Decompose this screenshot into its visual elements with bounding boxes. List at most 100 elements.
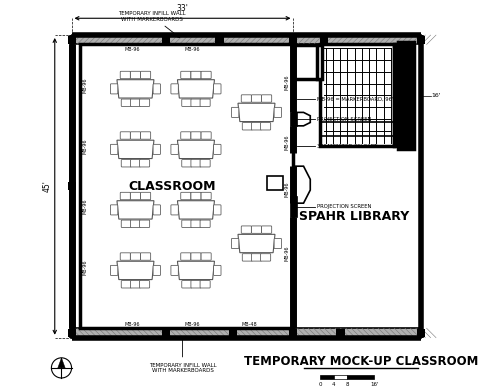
- Bar: [334, 375, 347, 378]
- Polygon shape: [177, 80, 214, 98]
- Text: MB-96: MB-96: [185, 322, 201, 327]
- Text: TEMPORARY MOCK-UP CLASSROOM: TEMPORARY MOCK-UP CLASSROOM: [243, 355, 478, 368]
- Bar: [321, 44, 394, 146]
- FancyBboxPatch shape: [200, 280, 210, 288]
- Polygon shape: [177, 140, 214, 159]
- FancyBboxPatch shape: [200, 159, 210, 167]
- FancyBboxPatch shape: [261, 254, 271, 261]
- FancyBboxPatch shape: [131, 159, 141, 167]
- FancyBboxPatch shape: [214, 265, 221, 275]
- FancyBboxPatch shape: [140, 220, 150, 228]
- FancyBboxPatch shape: [274, 238, 282, 249]
- Text: MB-96: MB-96: [284, 135, 289, 151]
- FancyBboxPatch shape: [191, 280, 201, 288]
- Text: PROJECTION SCREEN: PROJECTION SCREEN: [317, 117, 371, 122]
- FancyBboxPatch shape: [121, 280, 132, 288]
- FancyBboxPatch shape: [171, 144, 178, 154]
- FancyBboxPatch shape: [171, 265, 178, 275]
- Bar: [80, 44, 293, 328]
- Bar: [289, 36, 297, 44]
- Bar: [417, 36, 425, 44]
- FancyBboxPatch shape: [200, 220, 210, 228]
- Text: TEMPORARY INFILL WALL
WITH MARKERBOARDS: TEMPORARY INFILL WALL WITH MARKERBOARDS: [149, 336, 216, 373]
- Bar: [321, 375, 334, 378]
- FancyBboxPatch shape: [251, 95, 262, 102]
- Text: PROJECTION SCREEN: PROJECTION SCREEN: [317, 204, 371, 209]
- FancyBboxPatch shape: [191, 220, 201, 228]
- Bar: [229, 329, 237, 337]
- FancyBboxPatch shape: [153, 84, 160, 94]
- Polygon shape: [238, 103, 275, 122]
- Text: TEMPORARY INFILL WALL
WITH MARKERBOARDS: TEMPORARY INFILL WALL WITH MARKERBOARDS: [118, 11, 186, 37]
- Bar: [162, 36, 170, 44]
- FancyBboxPatch shape: [214, 84, 221, 94]
- FancyBboxPatch shape: [153, 144, 160, 154]
- FancyBboxPatch shape: [191, 71, 201, 79]
- FancyBboxPatch shape: [262, 95, 272, 102]
- Bar: [215, 36, 224, 44]
- Text: 33': 33': [176, 4, 188, 13]
- FancyBboxPatch shape: [120, 253, 131, 260]
- Text: 16': 16': [431, 93, 441, 98]
- Text: MB-96: MB-96: [284, 74, 289, 90]
- Bar: [68, 329, 76, 337]
- Polygon shape: [177, 261, 214, 280]
- FancyBboxPatch shape: [120, 71, 131, 79]
- FancyBboxPatch shape: [231, 107, 239, 117]
- Text: MB-96: MB-96: [284, 182, 289, 198]
- Bar: [68, 182, 76, 190]
- FancyBboxPatch shape: [274, 107, 282, 117]
- FancyBboxPatch shape: [214, 205, 221, 215]
- Bar: [320, 36, 328, 44]
- FancyBboxPatch shape: [131, 220, 141, 228]
- FancyBboxPatch shape: [181, 253, 191, 260]
- Polygon shape: [117, 80, 154, 98]
- FancyBboxPatch shape: [201, 132, 211, 139]
- Text: SPAHR LIBRARY: SPAHR LIBRARY: [299, 210, 409, 223]
- FancyBboxPatch shape: [110, 144, 118, 154]
- Polygon shape: [177, 201, 214, 219]
- FancyBboxPatch shape: [153, 265, 160, 275]
- Text: MB-96: MB-96: [124, 47, 140, 53]
- FancyBboxPatch shape: [121, 159, 132, 167]
- Bar: [267, 176, 283, 190]
- Polygon shape: [117, 201, 154, 219]
- FancyBboxPatch shape: [131, 253, 141, 260]
- Text: MB-96: MB-96: [83, 259, 88, 275]
- FancyBboxPatch shape: [131, 132, 141, 139]
- FancyBboxPatch shape: [262, 226, 272, 233]
- FancyBboxPatch shape: [251, 254, 262, 261]
- FancyBboxPatch shape: [181, 132, 191, 139]
- Bar: [347, 375, 374, 378]
- FancyBboxPatch shape: [121, 99, 132, 107]
- FancyBboxPatch shape: [181, 71, 191, 79]
- FancyBboxPatch shape: [182, 220, 192, 228]
- Bar: [337, 329, 345, 337]
- FancyBboxPatch shape: [181, 192, 191, 200]
- FancyBboxPatch shape: [200, 99, 210, 107]
- FancyBboxPatch shape: [121, 220, 132, 228]
- FancyBboxPatch shape: [182, 99, 192, 107]
- FancyBboxPatch shape: [120, 192, 131, 200]
- Polygon shape: [58, 358, 65, 368]
- Text: MB-96: MB-96: [284, 246, 289, 261]
- Polygon shape: [117, 261, 154, 280]
- FancyBboxPatch shape: [110, 265, 118, 275]
- FancyBboxPatch shape: [140, 159, 150, 167]
- FancyBboxPatch shape: [131, 99, 141, 107]
- Text: 16': 16': [370, 382, 379, 387]
- FancyBboxPatch shape: [241, 226, 251, 233]
- Bar: [394, 44, 411, 146]
- Polygon shape: [117, 140, 154, 159]
- FancyBboxPatch shape: [251, 226, 262, 233]
- FancyBboxPatch shape: [201, 192, 211, 200]
- Bar: [398, 42, 414, 149]
- Bar: [317, 45, 323, 79]
- FancyBboxPatch shape: [242, 254, 253, 261]
- Bar: [290, 196, 297, 217]
- FancyBboxPatch shape: [131, 280, 141, 288]
- Text: 0: 0: [319, 382, 322, 387]
- FancyBboxPatch shape: [241, 95, 251, 102]
- FancyBboxPatch shape: [153, 205, 160, 215]
- FancyBboxPatch shape: [191, 192, 201, 200]
